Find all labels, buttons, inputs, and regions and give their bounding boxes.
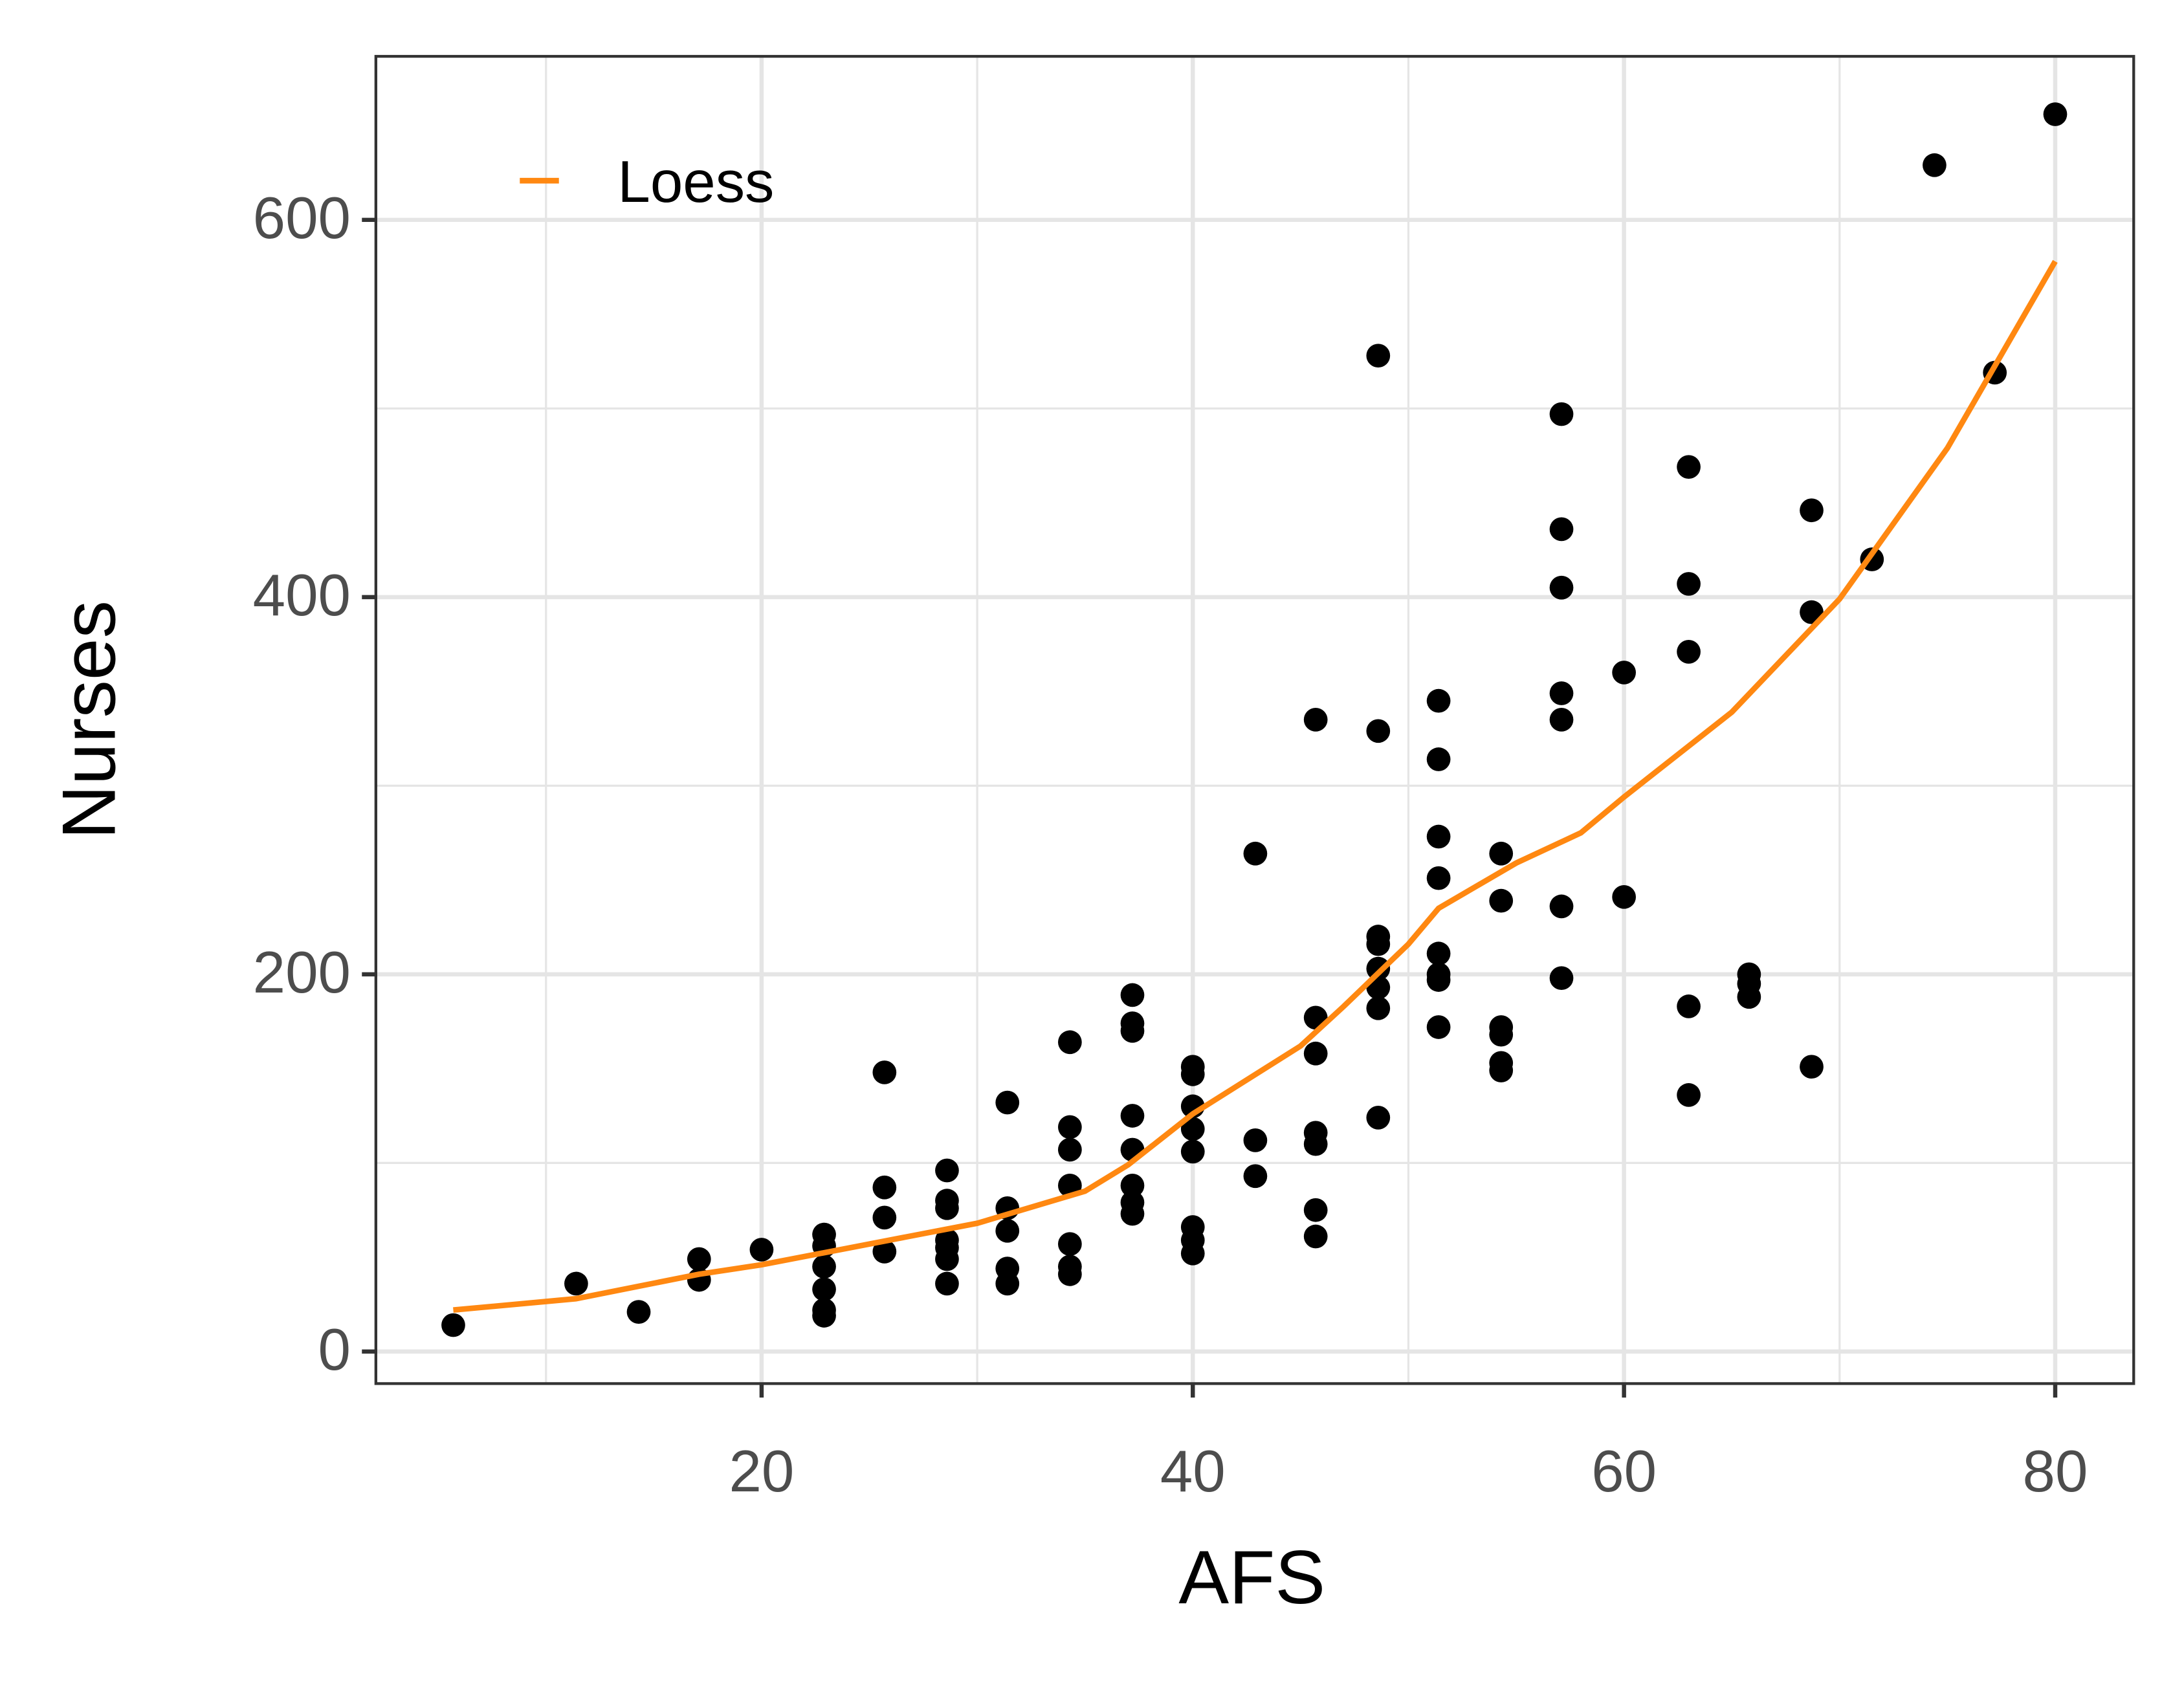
- legend: Loess: [520, 149, 774, 215]
- point: [1180, 1241, 1205, 1266]
- point: [441, 1313, 465, 1337]
- point: [1800, 498, 1824, 523]
- x-tick-label: 20: [729, 1439, 794, 1504]
- legend-label: Loess: [617, 149, 774, 215]
- point: [935, 1196, 959, 1220]
- point: [1366, 996, 1391, 1020]
- point: [935, 1158, 959, 1183]
- point: [1058, 1137, 1082, 1162]
- point: [2043, 102, 2068, 126]
- point: [1426, 941, 1451, 966]
- point: [995, 1271, 1020, 1296]
- point: [872, 1175, 897, 1200]
- point: [1426, 688, 1451, 713]
- point: [1058, 1115, 1082, 1139]
- y-axis-title: Nurses: [47, 600, 131, 839]
- y-tick-label: 200: [253, 940, 351, 1005]
- point: [1243, 841, 1268, 866]
- point: [1489, 888, 1514, 913]
- point: [1737, 985, 1761, 1009]
- point: [1549, 894, 1574, 919]
- point: [1612, 884, 1636, 909]
- point: [1549, 681, 1574, 705]
- point: [1303, 1132, 1328, 1156]
- point: [1303, 1224, 1328, 1249]
- point: [687, 1247, 711, 1271]
- x-tick-label: 60: [1591, 1439, 1657, 1504]
- point: [1303, 1198, 1328, 1222]
- point: [812, 1304, 836, 1328]
- point: [1058, 1262, 1082, 1286]
- point: [1058, 1030, 1082, 1055]
- point: [1426, 968, 1451, 992]
- point: [1549, 575, 1574, 600]
- point: [1489, 1022, 1514, 1047]
- point: [1426, 866, 1451, 890]
- point: [935, 1271, 959, 1296]
- axes: 20 40 60 80 0 200 400 600: [253, 186, 2088, 1504]
- point: [1180, 1117, 1205, 1141]
- point: [1366, 956, 1391, 981]
- point: [1800, 600, 1824, 624]
- point: [1303, 707, 1328, 732]
- point: [1243, 1164, 1268, 1189]
- marks: [441, 102, 2068, 1337]
- y-tick-label: 0: [318, 1317, 351, 1383]
- point: [1677, 572, 1701, 596]
- point: [1120, 1018, 1145, 1043]
- x-tick-label: 80: [2023, 1439, 2088, 1504]
- point: [1120, 1173, 1145, 1198]
- point: [872, 1060, 897, 1084]
- point: [812, 1277, 836, 1302]
- point: [1489, 841, 1514, 866]
- point: [1549, 402, 1574, 426]
- point: [1489, 1059, 1514, 1082]
- point: [1612, 661, 1636, 685]
- point: [812, 1255, 836, 1279]
- point: [1677, 455, 1701, 479]
- point: [1180, 1062, 1205, 1086]
- point: [1180, 1139, 1205, 1164]
- point: [1058, 1232, 1082, 1257]
- point: [1366, 719, 1391, 743]
- point: [995, 1218, 1020, 1243]
- point: [1426, 824, 1451, 849]
- point: [1549, 517, 1574, 542]
- point: [749, 1238, 774, 1262]
- x-axis-title: AFS: [1178, 1535, 1325, 1619]
- y-tick-label: 400: [253, 563, 351, 628]
- y-tick-label: 600: [253, 186, 351, 251]
- point: [1800, 1055, 1824, 1079]
- point: [1549, 707, 1574, 732]
- point: [1243, 1128, 1268, 1152]
- line: [453, 259, 2058, 1313]
- point: [872, 1205, 897, 1230]
- point: [1366, 932, 1391, 956]
- point: [1120, 1202, 1145, 1226]
- point: [1677, 640, 1701, 664]
- point: [995, 1090, 1020, 1115]
- point: [872, 1240, 897, 1264]
- point: [1923, 153, 1947, 177]
- point: [1303, 1041, 1328, 1066]
- point: [1366, 1106, 1391, 1130]
- point: [564, 1271, 588, 1296]
- point: [935, 1247, 959, 1271]
- plot-border: [374, 54, 2135, 1385]
- point: [1366, 344, 1391, 368]
- point: [1677, 1083, 1701, 1107]
- point: [626, 1300, 651, 1324]
- point: [1426, 1015, 1451, 1039]
- point: [1120, 1104, 1145, 1128]
- point: [1120, 983, 1145, 1007]
- point: [1677, 994, 1701, 1018]
- x-tick-label: 40: [1160, 1439, 1226, 1504]
- point: [1426, 747, 1451, 771]
- point: [1549, 966, 1574, 991]
